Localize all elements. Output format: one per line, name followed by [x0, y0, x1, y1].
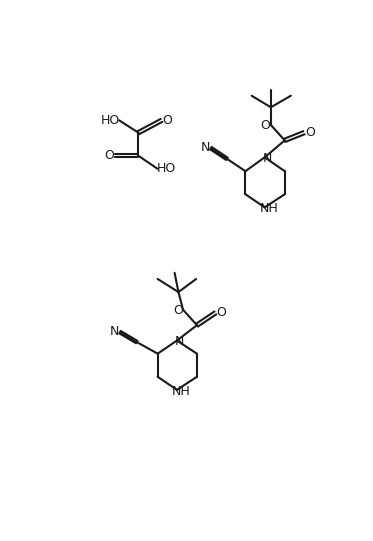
Text: HO: HO	[157, 162, 176, 175]
Text: N: N	[262, 151, 272, 164]
Text: O: O	[163, 114, 173, 127]
Text: NH: NH	[172, 385, 191, 398]
Text: N: N	[110, 325, 119, 338]
Text: O: O	[305, 126, 315, 139]
Text: HO: HO	[101, 114, 120, 127]
Text: O: O	[104, 149, 114, 162]
Text: NH: NH	[260, 202, 279, 215]
Text: N: N	[175, 335, 184, 348]
Text: O: O	[173, 304, 183, 317]
Text: N: N	[201, 141, 210, 154]
Text: O: O	[260, 119, 270, 132]
Text: O: O	[217, 306, 226, 319]
